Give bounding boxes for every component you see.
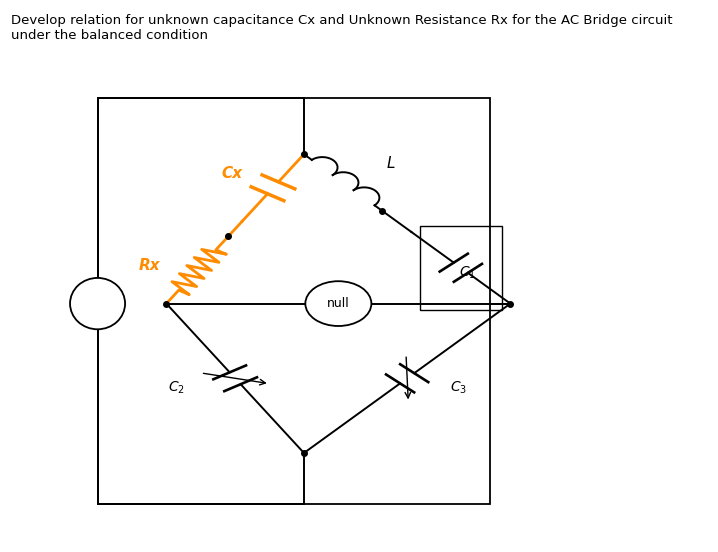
Circle shape <box>305 281 371 326</box>
Text: $C_1$: $C_1$ <box>460 264 476 280</box>
Text: Cx: Cx <box>221 166 242 181</box>
Bar <box>98 98 490 505</box>
Bar <box>419 226 502 310</box>
Ellipse shape <box>70 278 125 330</box>
Text: L: L <box>387 156 396 172</box>
Text: null: null <box>327 297 350 310</box>
Text: $C_2$: $C_2$ <box>168 379 185 396</box>
Text: Develop relation for unknown capacitance Cx and Unknown Resistance Rx for the AC: Develop relation for unknown capacitance… <box>11 14 672 42</box>
Text: Rx: Rx <box>139 258 160 273</box>
Text: $C_3$: $C_3$ <box>450 379 467 396</box>
